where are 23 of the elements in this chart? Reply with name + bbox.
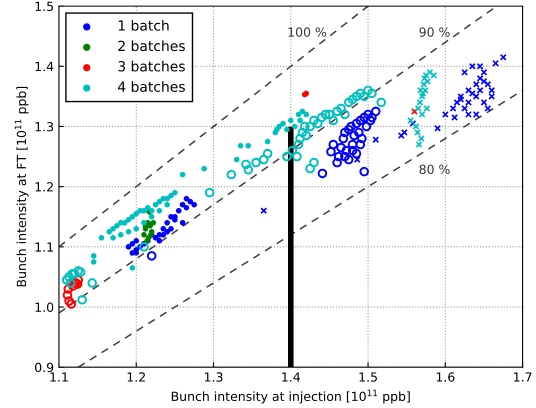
- x-tick-label: 1.7: [514, 372, 532, 382]
- y-tick-label: 0.9: [35, 362, 54, 372]
- y-tick-label: 1.4: [36, 62, 54, 72]
- x-tick-label: 1.4: [282, 372, 300, 382]
- y-tick-label: 1.0: [36, 302, 54, 312]
- annotation: 90 %: [419, 27, 450, 37]
- y-tick-label: 1.5: [36, 2, 54, 12]
- y-tick-label: 1.1: [36, 242, 53, 252]
- x-tick-label: 1.3: [204, 372, 222, 382]
- legend-label: 2 batches: [118, 40, 185, 52]
- x-tick-label: 1.2: [128, 372, 145, 382]
- x-tick-label: 1.6: [436, 372, 454, 382]
- y-tick-label: 1.3: [36, 122, 54, 132]
- x-tick-label: 1.1: [50, 372, 68, 382]
- y-tick-label: 1.2: [36, 182, 53, 192]
- legend-label: 3 batches: [118, 60, 185, 72]
- annotation: 80 %: [419, 164, 450, 174]
- legend-label: 4 batches: [118, 81, 185, 92]
- y-axis-title: Bunch intensity at FT [10$^{11}$ ppb]: [14, 86, 29, 286]
- x-axis-title: Bunch intensity at injection [10$^{11}$ ppb]: [172, 390, 410, 404]
- legend-label: 1 batch: [118, 20, 169, 31]
- annotation: 100 %: [288, 27, 326, 37]
- x-tick-label: 1.5: [359, 372, 377, 382]
